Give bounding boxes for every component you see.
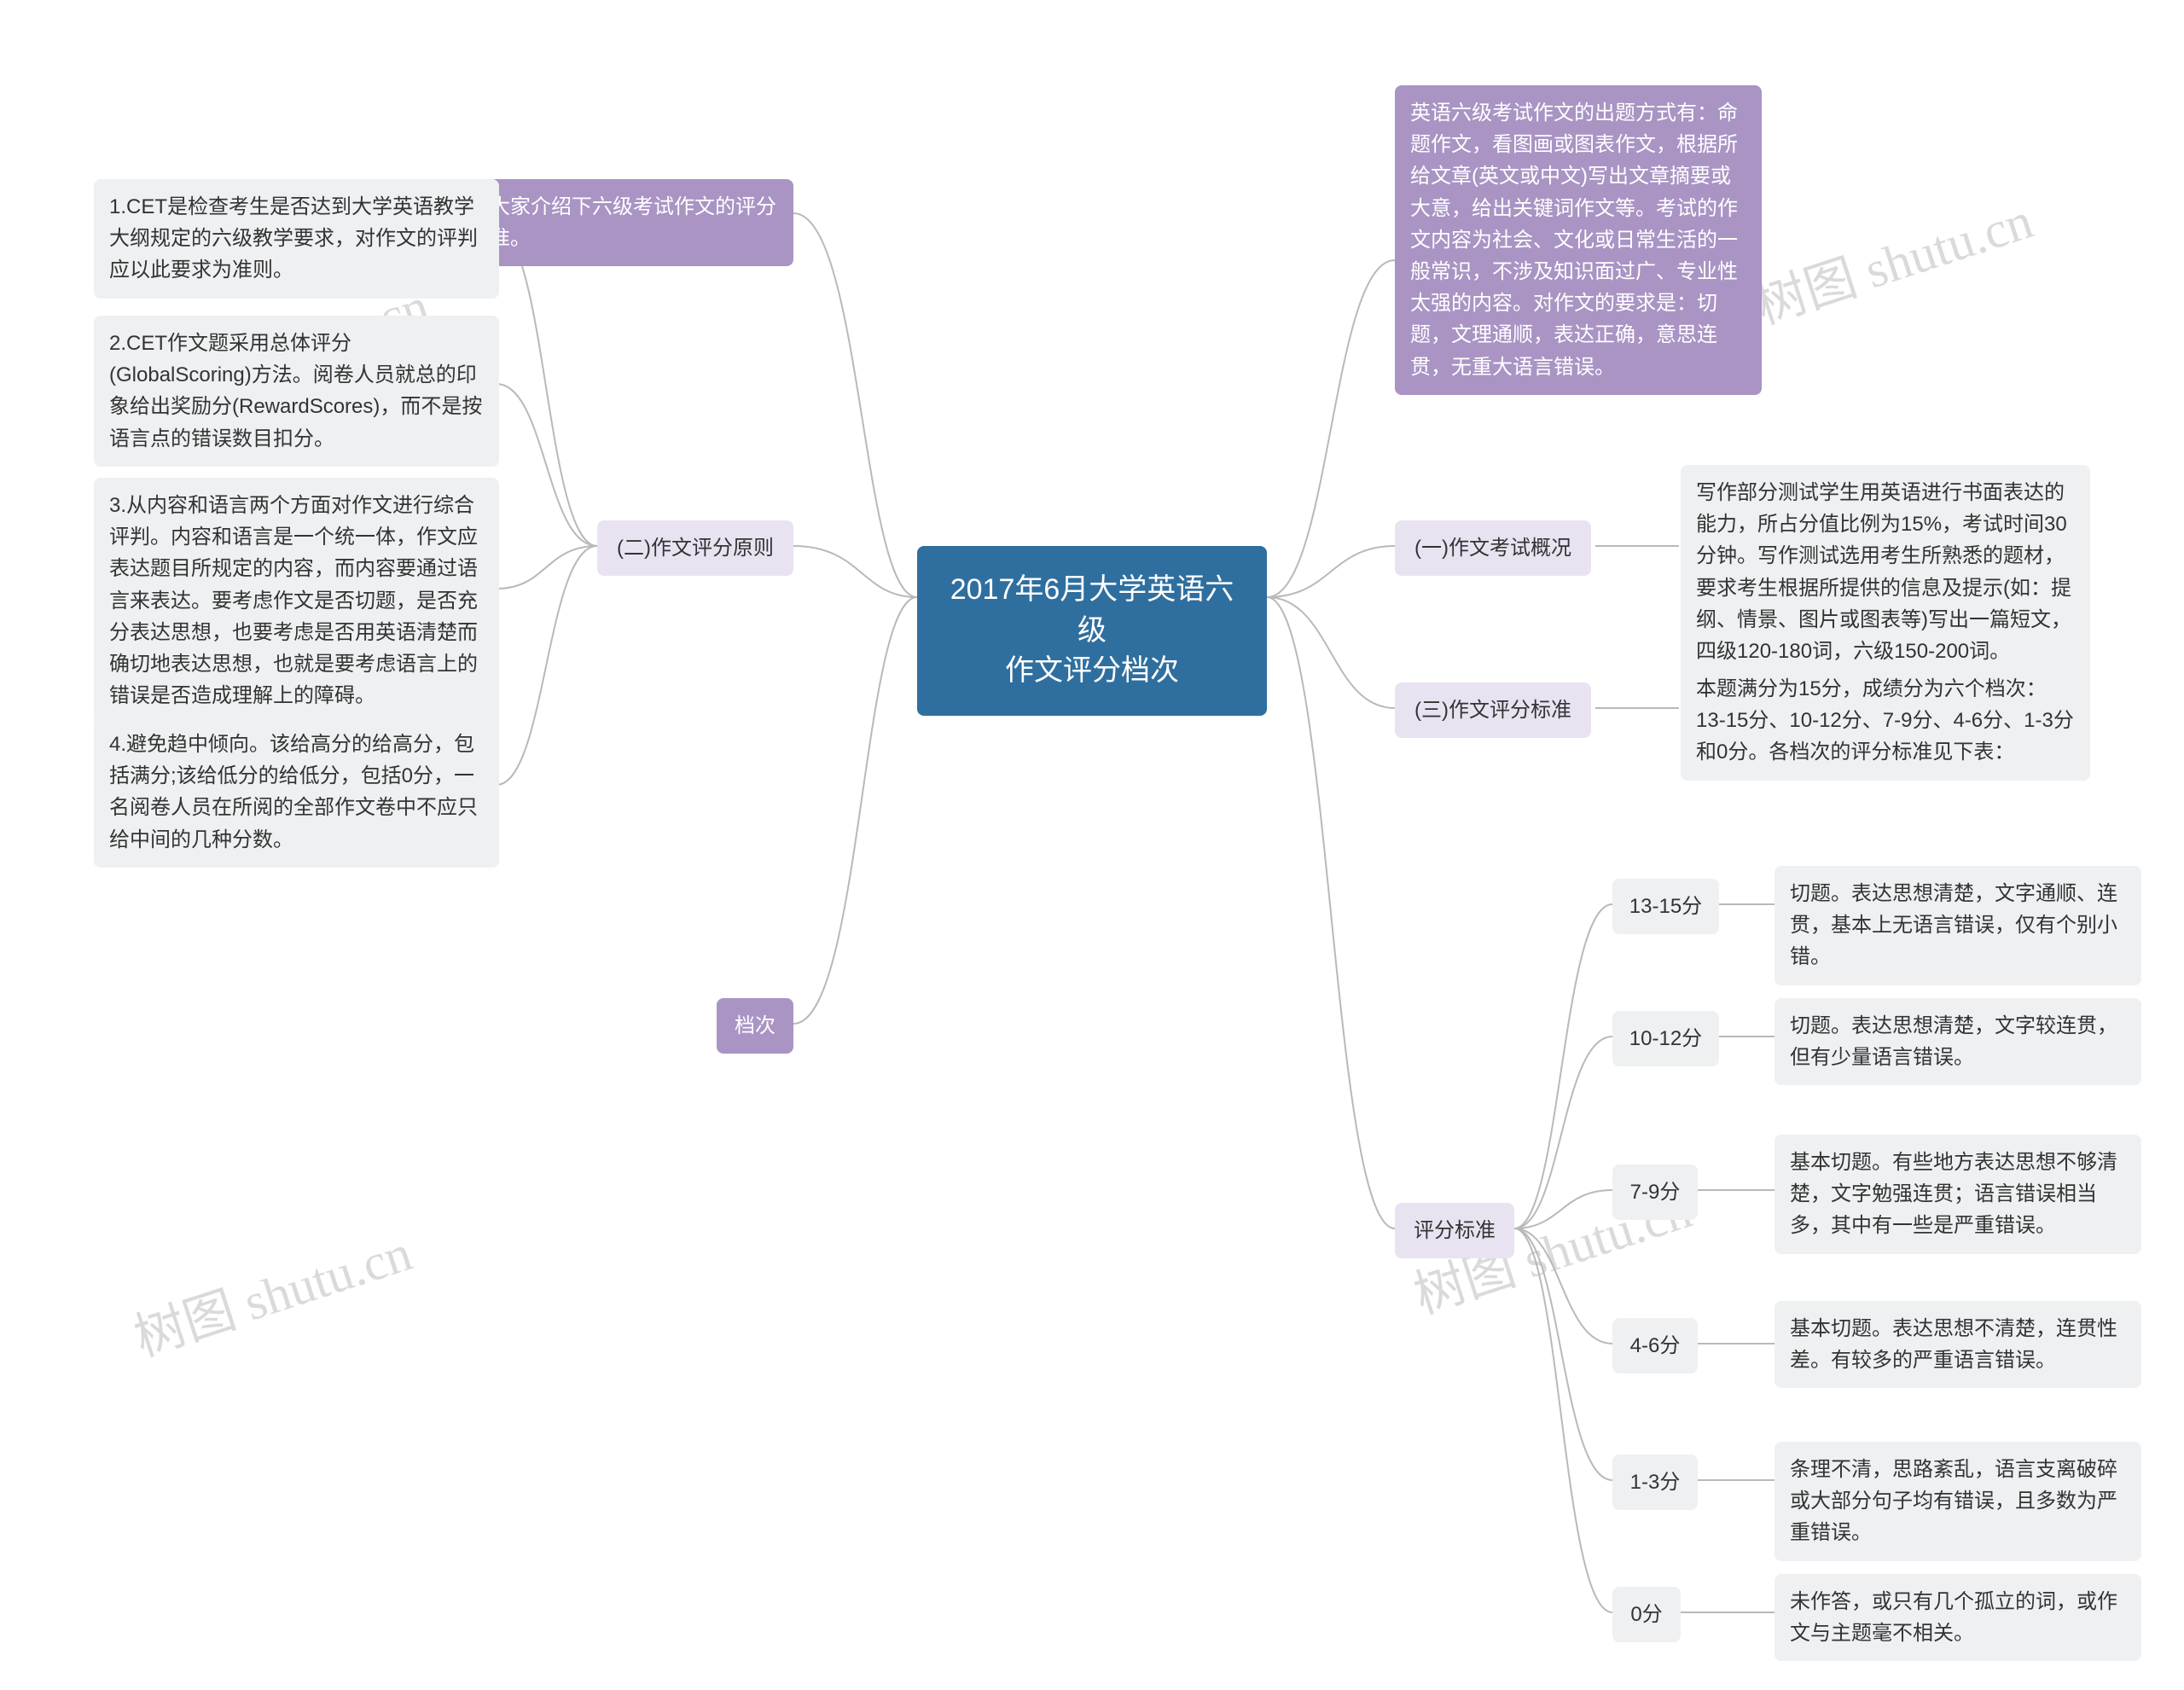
band-label-2: 7-9分 <box>1612 1164 1698 1220</box>
band-text-4: 条理不清，思路紊乱，语言支离破碎或大部分句子均有错误，且多数为严重错误。 <box>1774 1442 2141 1561</box>
right-big-purple: 英语六级考试作文的出题方式有：命题作文，看图画或图表作文，根据所给文章(英文或中… <box>1395 85 1762 395</box>
principle-4: 4.避免趋中倾向。该给高分的给高分，包括满分;该给低分的给低分，包括0分，一名阅… <box>94 717 499 868</box>
left-levels-label: 档次 <box>717 998 793 1054</box>
band-text-1: 切题。表达思想清楚，文字较连贯，但有少量语言错误。 <box>1774 998 2141 1085</box>
band-label-4: 1-3分 <box>1612 1455 1698 1510</box>
band-label-5: 0分 <box>1612 1587 1681 1642</box>
band-label-1: 10-12分 <box>1612 1011 1719 1066</box>
principle-1: 1.CET是检查考生是否达到大学英语教学大纲规定的六级教学要求，对作文的评判应以… <box>94 179 499 299</box>
right-overview-label: (一)作文考试概况 <box>1395 520 1591 576</box>
root-line2: 作文评分档次 <box>1005 654 1179 687</box>
band-text-5: 未作答，或只有几个孤立的词，或作文与主题毫不相关。 <box>1774 1574 2141 1661</box>
root-line1: 2017年6月大学英语六级 <box>950 573 1234 647</box>
band-label-3: 4-6分 <box>1612 1318 1698 1373</box>
band-text-0: 切题。表达思想清楚，文字通顺、连贯，基本上无语言错误，仅有个别小错。 <box>1774 866 2141 985</box>
right-standard-label: (三)作文评分标准 <box>1395 682 1591 738</box>
watermark: 树图 shutu.cn <box>1745 179 2041 339</box>
right-criteria-label: 评分标准 <box>1395 1203 1514 1258</box>
root-node: 2017年6月大学英语六级 作文评分档次 <box>917 546 1267 716</box>
band-text-3: 基本切题。表达思想不清楚，连贯性差。有较多的严重语言错误。 <box>1774 1301 2141 1388</box>
right-standard-text: 本题满分为15分，成绩分为六个档次：13-15分、10-12分、7-9分、4-6… <box>1681 661 2090 781</box>
band-label-0: 13-15分 <box>1612 879 1719 934</box>
band-text-2: 基本切题。有些地方表达思想不够清楚，文字勉强连贯；语言错误相当多，其中有一些是严… <box>1774 1135 2141 1254</box>
left-principles-label: (二)作文评分原则 <box>597 520 793 576</box>
watermark: 树图 shutu.cn <box>124 1211 420 1371</box>
right-overview-text: 写作部分测试学生用英语进行书面表达的能力，所占分值比例为15%，考试时间30分钟… <box>1681 465 2090 679</box>
principle-2: 2.CET作文题采用总体评分(GlobalScoring)方法。阅卷人员就总的印… <box>94 316 499 467</box>
principle-3: 3.从内容和语言两个方面对作文进行综合评判。内容和语言是一个统一体，作文应表达题… <box>94 478 499 723</box>
